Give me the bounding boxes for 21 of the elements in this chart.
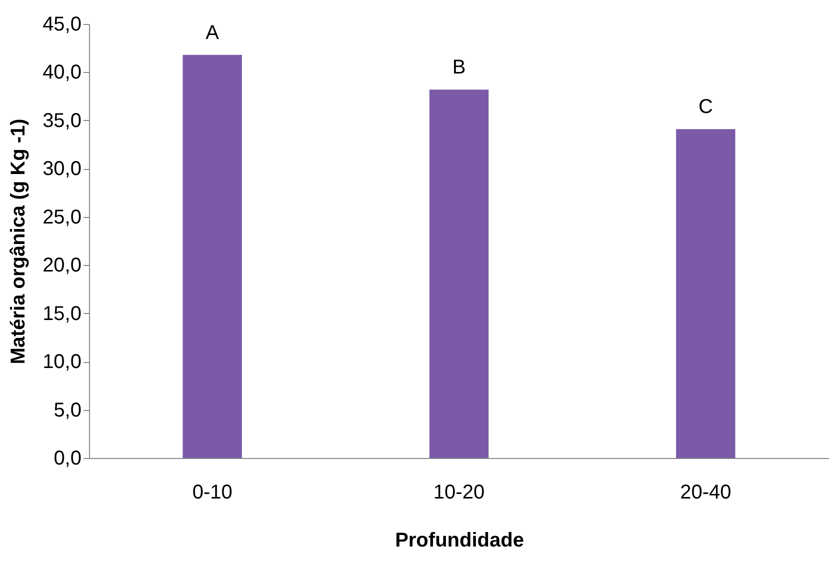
y-tick-label: 5,0 <box>54 399 82 422</box>
y-axis-title: Matéria orgânica (g Kg -1) <box>8 118 30 364</box>
x-tick-label: 10-20 <box>433 482 485 504</box>
y-tick-label: 45,0 <box>42 14 82 36</box>
y-tick-label: 10,0 <box>42 351 82 374</box>
bar <box>676 129 736 458</box>
annotation: A <box>206 22 220 44</box>
x-tick-label: 20-40 <box>680 482 732 504</box>
y-tick-label: 25,0 <box>42 206 82 228</box>
x-axis-title: Profundidade <box>395 530 524 552</box>
x-tick-label: 0-10 <box>192 482 232 504</box>
bar <box>182 54 242 458</box>
y-tick-label: 0,0 <box>54 448 82 470</box>
y-tick-label: 20,0 <box>42 254 82 277</box>
annotation: B <box>452 56 466 79</box>
y-tick-label: 40,0 <box>42 62 82 84</box>
y-tick-label: 15,0 <box>42 302 82 325</box>
y-tick-label: 35,0 <box>42 110 82 132</box>
y-tick-label: 30,0 <box>42 158 82 180</box>
annotation: C <box>698 96 713 118</box>
bar <box>429 90 489 458</box>
